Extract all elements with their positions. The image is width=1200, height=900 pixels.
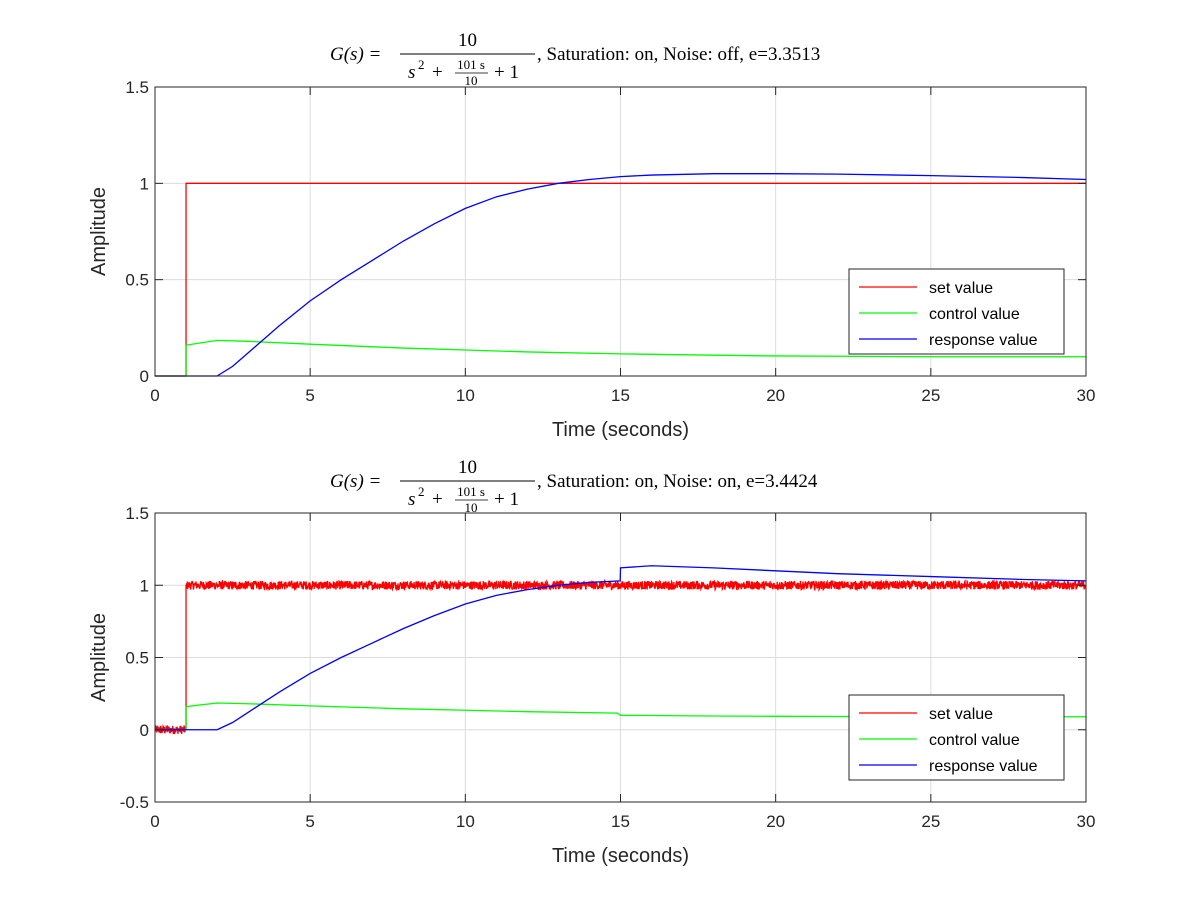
x-tick-label: 15	[611, 812, 630, 831]
legend: set value control value response value	[848, 694, 1065, 781]
x-tick-label: 10	[456, 386, 475, 405]
legend-entry: set value	[929, 280, 993, 297]
y-tick-label: 1	[140, 576, 149, 595]
x-tick-label: 5	[305, 386, 314, 405]
title-lhs: G(s) =	[330, 44, 381, 65]
series-line-control-value	[155, 702, 1086, 731]
y-axis-label: Amplitude	[88, 187, 110, 276]
x-tick-label: 20	[766, 812, 785, 831]
series-line-set-value	[154, 578, 1087, 735]
title-den-plus-one: + 1	[494, 62, 519, 83]
legend-box	[848, 694, 1065, 781]
legend-entry: control value	[929, 306, 1020, 323]
x-tick-label: 30	[1077, 386, 1096, 405]
title-lhs: G(s) =	[330, 471, 381, 492]
y-tick-label: 0.5	[125, 649, 149, 668]
title-den-plus: +	[432, 62, 443, 83]
title-suffix: , Saturation: on, Noise: off, e=3.3513	[537, 44, 820, 65]
legend-entry: response value	[929, 758, 1038, 775]
y-tick-label: 0.5	[125, 271, 149, 290]
title-den-s: s	[408, 62, 415, 83]
x-tick-label: 0	[150, 386, 159, 405]
x-tick-label: 0	[150, 812, 159, 831]
x-tick-label: 25	[921, 812, 940, 831]
title-den-s: s	[408, 489, 415, 510]
y-tick-label: 1	[140, 174, 149, 193]
y-tick-label: 0	[140, 367, 149, 386]
title-den-frac-num: 101 s	[457, 484, 485, 499]
title-numerator: 10	[458, 457, 477, 478]
x-tick-label: 25	[921, 386, 940, 405]
legend-entry: set value	[929, 706, 993, 723]
chart-title: G(s) =10s 2 +101 s10 + 1, Saturation: on, N…	[330, 457, 818, 515]
title-den-sup: 2	[418, 484, 425, 499]
y-tick-label: 0	[140, 721, 149, 740]
y-tick-label: 1.5	[125, 78, 149, 97]
series-line-response-value	[155, 173, 1087, 377]
title-suffix: , Saturation: on, Noise: on, e=3.4424	[537, 471, 818, 492]
title-den-frac-den: 10	[465, 73, 478, 88]
y-axis-label: Amplitude	[88, 613, 110, 702]
series-line-control-value	[155, 339, 1086, 377]
legend-entry: response value	[929, 332, 1038, 349]
x-axis-label: Time (seconds)	[552, 419, 689, 441]
title-den-sup: 2	[418, 57, 425, 72]
title-den-plus: +	[432, 489, 443, 510]
x-axis-label: Time (seconds)	[552, 845, 689, 867]
legend: set value control value response value	[848, 268, 1065, 355]
title-den-frac-num: 101 s	[457, 57, 485, 72]
chart-title: G(s) =10s 2 +101 s10 + 1, Saturation: on, N…	[330, 30, 820, 88]
legend-box	[848, 268, 1065, 355]
title-den-frac-den: 10	[465, 500, 478, 515]
series-line-response-value	[155, 565, 1087, 731]
title-den-plus-one: + 1	[494, 489, 519, 510]
legend-entry: control value	[929, 732, 1020, 749]
y-tick-label: 1.5	[125, 504, 149, 523]
x-tick-label: 5	[305, 812, 314, 831]
title-numerator: 10	[458, 30, 477, 51]
chart-1: 0 5 10 15 20 25 30 0 0.5 1 1.5 Time (seconds) Amplit…	[88, 30, 1095, 441]
x-tick-label: 20	[766, 386, 785, 405]
x-tick-label: 30	[1077, 812, 1096, 831]
x-tick-label: 10	[456, 812, 475, 831]
y-tick-label: -0.5	[120, 793, 149, 812]
x-tick-label: 15	[611, 386, 630, 405]
